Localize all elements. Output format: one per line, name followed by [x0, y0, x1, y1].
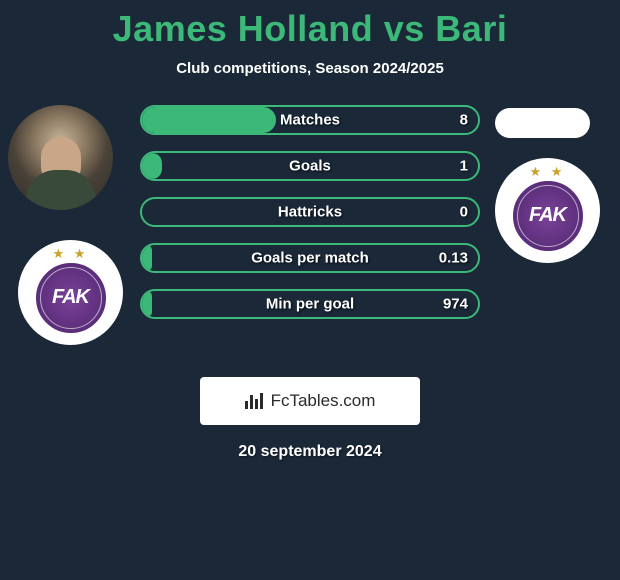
stat-row: Matches 8 [140, 105, 480, 135]
club-stars-icon: ★ ★ [18, 246, 123, 262]
player-avatar [8, 105, 113, 210]
page-title: James Holland vs Bari [0, 0, 620, 50]
brand-text: FcTables.com [271, 391, 376, 411]
stat-bar-fill [142, 245, 152, 271]
club-badge-right: ★ ★ FAK [495, 158, 600, 263]
stat-bars: Matches 8 Goals 1 Hattricks 0 Goals per … [140, 105, 480, 335]
stat-bar-bg [140, 197, 480, 227]
comparison-panel: ★ ★ FAK ★ ★ FAK Matches 8 Goals 1 [0, 105, 620, 365]
brand-box: FcTables.com [200, 377, 420, 425]
stat-bar-fill [142, 291, 152, 317]
club-badge-left: ★ ★ FAK [18, 240, 123, 345]
club-badge-inner: FAK [511, 179, 585, 253]
chart-icon [245, 393, 265, 409]
club-stars-icon: ★ ★ [495, 164, 600, 180]
page-subtitle: Club competitions, Season 2024/2025 [0, 60, 620, 77]
stat-bar-fill [142, 107, 276, 133]
stat-row: Hattricks 0 [140, 197, 480, 227]
club-badge-inner: FAK [34, 261, 108, 335]
opponent-pill [495, 108, 590, 138]
stat-row: Goals per match 0.13 [140, 243, 480, 273]
date-text: 20 september 2024 [0, 443, 620, 461]
stat-bar-bg [140, 289, 480, 319]
stat-row: Goals 1 [140, 151, 480, 181]
stat-bar-fill [142, 153, 162, 179]
stat-bar-bg [140, 105, 480, 135]
stat-bar-bg [140, 151, 480, 181]
stat-bar-bg [140, 243, 480, 273]
stat-row: Min per goal 974 [140, 289, 480, 319]
